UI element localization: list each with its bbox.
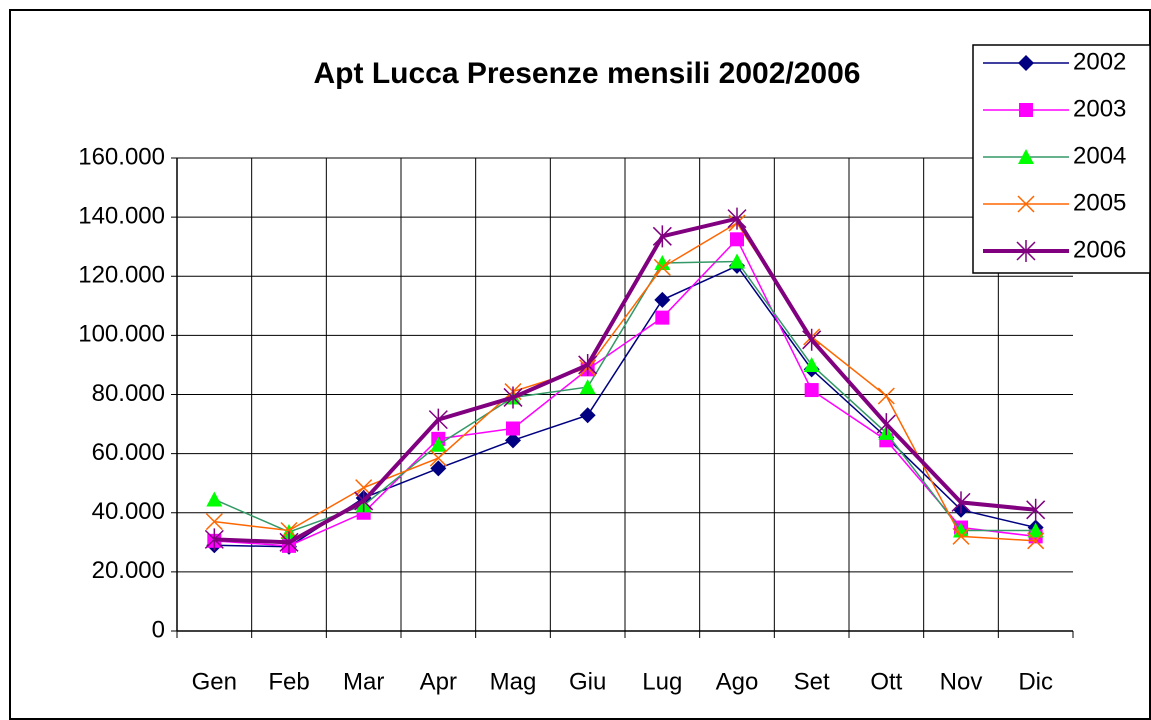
legend-marker [1016,240,1036,262]
marker [803,356,820,372]
marker [354,489,374,512]
marker [428,408,448,431]
legend-box [972,44,1151,274]
marker [279,531,299,554]
legend-marker [1018,149,1034,164]
marker [953,522,969,538]
marker [655,310,670,325]
marker [652,225,672,248]
x-tick-label: Lug [642,668,682,695]
x-tick-label: Giu [569,668,606,695]
marker [1027,522,1044,538]
x-tick-label: Mar [343,668,384,695]
marker [206,491,223,507]
marker [876,413,896,436]
legend-marker [1018,55,1034,71]
marker [579,407,596,424]
x-tick-label: Ott [870,668,902,695]
y-tick-label: 40.000 [92,498,165,525]
marker [204,528,224,551]
legend-label: 2004 [1073,142,1126,169]
marker [506,421,520,436]
x-tick-label: Ago [716,668,759,695]
y-tick-label: 100.000 [78,321,165,348]
marker [579,379,596,395]
y-tick-label: 0 [152,616,165,643]
series [204,207,1046,554]
x-tick-label: Nov [940,668,983,695]
x-tick-label: Gen [192,668,237,695]
marker [730,232,744,247]
marker [952,527,970,545]
series-line [214,238,1036,547]
legend-label: 2005 [1073,189,1126,216]
y-tick-label: 80.000 [92,380,165,407]
marker [804,383,819,398]
marker [653,258,671,276]
legend-marker [1017,195,1035,213]
chart-title: Apt Lucca Presenze mensili 2002/2006 [314,57,861,90]
x-tick-label: Dic [1018,668,1053,695]
chart-frame [9,9,1151,720]
marker [1026,498,1046,521]
marker [205,513,223,531]
marker [729,253,745,269]
marker [802,328,822,351]
marker [654,254,671,270]
x-tick-label: Apr [420,668,457,695]
marker [430,460,447,477]
marker [877,387,895,405]
marker [503,386,523,409]
y-tick-label: 20.000 [92,557,165,584]
series-line [214,222,1036,542]
marker [505,432,521,449]
y-tick-label: 160.000 [78,143,165,170]
marker [951,491,971,514]
x-tick-label: Mag [490,668,537,695]
legend-marker [1019,103,1033,117]
y-tick-label: 120.000 [78,262,165,289]
legend-label: 2002 [1073,48,1126,75]
x-tick-label: Feb [268,668,309,695]
legend-label: 2003 [1073,95,1126,122]
legend-label: 2006 [1073,236,1126,263]
x-tick-label: Set [794,668,830,695]
y-tick-label: 140.000 [78,202,165,229]
marker [429,449,447,467]
marker [727,207,747,230]
marker [578,353,598,376]
marker [1027,532,1045,550]
y-tick-label: 60.000 [92,439,165,466]
series-line [214,216,1036,545]
marker [280,521,298,540]
marker [430,436,447,452]
marker [654,291,671,308]
